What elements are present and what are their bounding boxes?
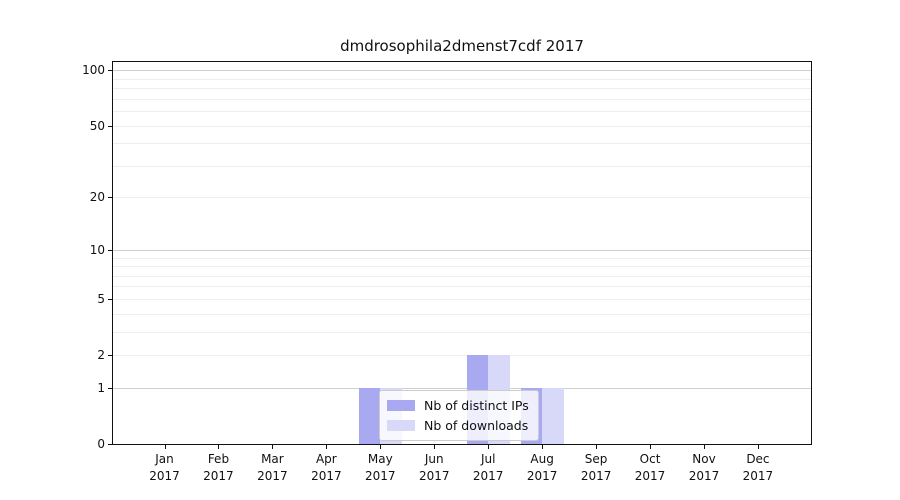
legend-item-distinct-ips: Nb of distinct IPs — [387, 396, 529, 415]
x-axis-tick — [650, 445, 652, 449]
y-tick-label: 10 — [89, 242, 105, 257]
y-axis-tick — [108, 70, 112, 72]
x-axis-tick — [434, 445, 436, 449]
gridline-minor — [113, 98, 811, 100]
gridline-minor — [113, 78, 811, 80]
x-axis-tick — [757, 445, 759, 449]
gridline-minor — [113, 286, 811, 288]
x-tick-label: Sep 2017 — [580, 452, 612, 483]
y-tick-label: 2 — [97, 348, 105, 363]
x-axis-tick — [218, 445, 220, 449]
gridline-major — [113, 249, 811, 251]
x-axis-tick — [380, 445, 382, 449]
plot-area — [112, 61, 812, 445]
gridline-minor — [113, 111, 811, 113]
gridline-major — [113, 387, 811, 389]
x-tick-label: Dec 2017 — [742, 452, 774, 483]
gridline-minor — [113, 257, 811, 259]
x-axis-tick — [542, 445, 544, 449]
x-axis-tick — [488, 445, 490, 449]
bar-nb-of-downloads — [542, 387, 564, 444]
x-tick-label: Jun 2017 — [418, 452, 450, 483]
gridline-minor — [113, 165, 811, 167]
x-tick-label: Jan 2017 — [149, 452, 180, 483]
legend-label-distinct-ips: Nb of distinct IPs — [424, 398, 529, 413]
chart-title: dmdrosophila2dmenst7cdf 2017 — [340, 37, 584, 55]
y-tick-label: 100 — [82, 63, 105, 78]
y-axis-tick — [108, 444, 112, 445]
gridline-minor — [113, 266, 811, 268]
x-tick-label: Mar 2017 — [257, 452, 288, 483]
bar-nb-of-distinct-ips — [358, 387, 381, 444]
x-tick-label: May 2017 — [365, 452, 396, 483]
x-tick-label: Nov 2017 — [688, 452, 720, 483]
gridline-minor — [113, 143, 811, 145]
gridline-minor — [113, 197, 811, 199]
y-tick-label: 50 — [89, 118, 105, 133]
x-axis-tick — [272, 445, 274, 449]
gridline-major — [113, 70, 811, 72]
y-axis-tick — [108, 355, 112, 357]
y-tick-label: 1 — [97, 380, 105, 395]
x-axis-tick — [326, 445, 328, 449]
gridline-minor — [113, 313, 811, 315]
legend-item-downloads: Nb of downloads — [387, 416, 529, 435]
x-axis-tick — [596, 445, 598, 449]
legend-swatch-downloads — [387, 420, 415, 431]
x-axis-tick — [704, 445, 705, 449]
y-tick-label: 20 — [89, 190, 105, 205]
x-axis-tick — [164, 445, 166, 449]
x-tick-label: Aug 2017 — [526, 452, 558, 483]
y-tick-label: 0 — [97, 437, 105, 451]
x-tick-label: Oct 2017 — [634, 452, 666, 483]
x-tick-label: Jul 2017 — [472, 452, 504, 483]
gridline-minor — [113, 275, 811, 277]
gridline-minor — [113, 298, 811, 300]
y-axis-tick — [108, 249, 112, 251]
gridline-minor — [113, 88, 811, 90]
y-axis-tick — [108, 298, 112, 300]
gridline-minor — [113, 355, 811, 357]
x-tick-label: Apr 2017 — [311, 452, 342, 483]
gridline-minor — [113, 331, 811, 333]
x-tick-label: Feb 2017 — [203, 452, 234, 483]
legend: Nb of distinct IPs Nb of downloads — [379, 390, 539, 441]
legend-swatch-distinct-ips — [387, 400, 415, 411]
legend-label-downloads: Nb of downloads — [424, 418, 529, 433]
gridline-minor — [113, 125, 811, 127]
y-axis-tick — [108, 125, 112, 127]
y-tick-label: 5 — [97, 291, 105, 306]
y-axis-tick — [108, 197, 112, 199]
y-axis-tick — [108, 387, 112, 389]
